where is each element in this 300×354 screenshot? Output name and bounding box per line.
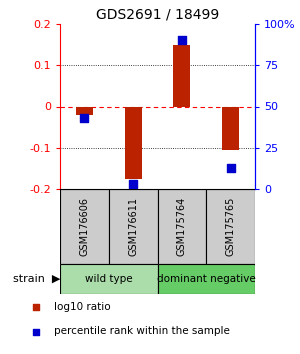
Text: GSM176611: GSM176611 [128,197,138,256]
Text: wild type: wild type [85,274,133,284]
Text: strain  ▶: strain ▶ [13,274,60,284]
Bar [173,45,190,107]
Point [131,181,136,187]
Text: percentile rank within the sample: percentile rank within the sample [54,326,230,337]
Point [34,304,38,309]
Point [179,38,184,43]
Bar [206,189,255,264]
Bar [124,107,142,179]
Point [82,115,87,121]
Text: dominant negative: dominant negative [157,274,256,284]
Text: GSM176606: GSM176606 [80,197,89,256]
Bar [158,189,206,264]
Bar [76,107,93,115]
Bar [158,264,255,294]
Text: log10 ratio: log10 ratio [54,302,111,312]
Bar [109,189,158,264]
Bar [60,189,109,264]
Bar [60,264,158,294]
Point [34,329,38,334]
Bar [222,107,239,150]
Title: GDS2691 / 18499: GDS2691 / 18499 [96,7,219,22]
Text: GSM175765: GSM175765 [226,197,236,256]
Point [228,165,233,170]
Text: GSM175764: GSM175764 [177,197,187,256]
